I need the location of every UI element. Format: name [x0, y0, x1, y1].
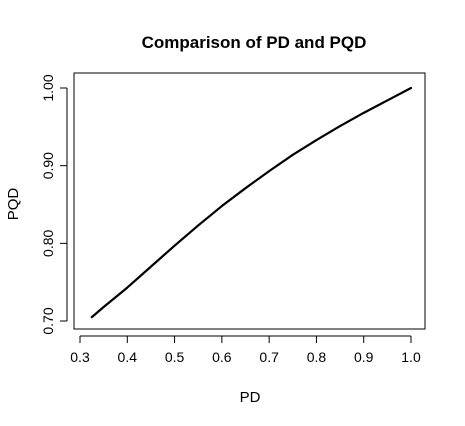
x-tick-label: 1.0 [401, 349, 421, 365]
series-layer [90, 86, 413, 319]
x-tick-label: 0.6 [212, 349, 232, 365]
x-tick-label: 0.5 [165, 349, 185, 365]
series-line-0 [90, 86, 413, 319]
x-tick-label: 0.4 [118, 349, 138, 365]
x-tick-label: 0.3 [70, 349, 90, 365]
x-tick-label: 0.7 [259, 349, 279, 365]
y-tick-label: 0.70 [40, 307, 56, 334]
y-tick-label: 0.90 [40, 152, 56, 179]
x-tick-label: 0.8 [307, 349, 327, 365]
x-tick-label: 0.9 [354, 349, 374, 365]
x-axis-label: PD [240, 389, 261, 406]
y-tick-label: 0.80 [40, 229, 56, 256]
y-axis: 0.70 0.80 0.90 1.00 [40, 74, 68, 335]
y-axis-label: PQD [5, 188, 22, 221]
chart-title: Comparison of PD and PQD [142, 33, 367, 52]
y-tick-label: 1.00 [40, 74, 56, 101]
plot-frame [73, 72, 426, 330]
x-axis: 0.3 0.4 0.5 0.6 0.7 0.8 0.9 1.0 [70, 335, 421, 365]
